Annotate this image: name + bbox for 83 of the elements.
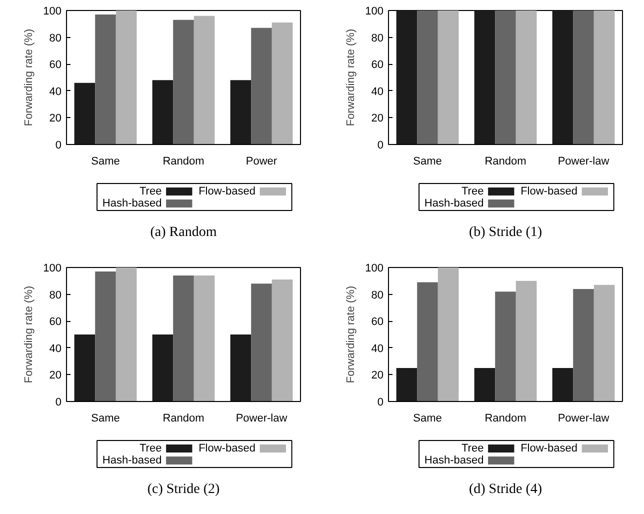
bar [573,288,594,402]
legend-label: Tree [139,186,162,198]
y-tick-label: 20 [49,112,62,125]
y-tick-label: 100 [365,6,384,18]
legend-label: Tree [139,442,162,454]
x-tick-label: Random [484,412,526,424]
y-tick-label: 20 [371,370,384,382]
x-tick-label: Power-law [558,156,610,168]
bar [152,80,174,144]
legend-label: Flow-based [520,442,578,454]
y-tick-label: 60 [371,59,384,72]
legend-label: Flow-based [198,442,256,454]
legend-label: Hash-based [424,198,484,210]
y-tick-label: 80 [49,289,62,302]
y-axis-title: Forwarding rate (%) [345,286,358,384]
y-tick-label: 60 [49,316,62,328]
bar [272,22,293,144]
legend-label: Tree [461,442,484,454]
bar [495,292,516,402]
text: (a) Random [150,225,217,240]
text: (d) Stride (4) [468,482,542,497]
bar [594,284,615,402]
y-tick-label: 0 [55,140,62,152]
y-tick-label: 80 [49,32,62,44]
legend-label: Flow-based [520,186,578,198]
text: (c) Stride (2) [147,482,220,497]
bar [230,334,252,402]
bar [173,276,194,402]
x-tick-label: Same [413,156,442,168]
bar [74,334,96,402]
bar [230,80,252,144]
y-tick-label: 80 [371,289,384,302]
y-tick-label: 100 [43,6,62,18]
bar [116,268,137,402]
bar [95,14,116,144]
bar [251,28,272,144]
y-tick-label: 40 [371,342,384,355]
x-tick-label: Power-law [558,412,610,424]
x-tick-label: Same [91,156,120,168]
x-tick-label: Random [162,156,204,168]
bar [173,20,194,144]
text: (b) Stride (1) [468,225,542,240]
y-tick-label: 0 [377,396,384,408]
legend-label: Hash-based [424,454,484,466]
x-tick-label: Same [413,412,442,424]
y-tick-label: 40 [371,86,384,98]
y-axis-title: Forwarding rate (%) [345,28,358,126]
bar [272,280,293,402]
bar [95,272,116,402]
bar [396,368,418,402]
y-tick-label: 0 [55,396,62,408]
y-tick-label: 100 [43,262,62,274]
legend-label: Hash-based [102,198,162,210]
x-tick-label: Power [246,156,278,168]
bar [516,280,537,402]
y-tick-label: 20 [371,112,384,125]
bar [438,268,459,402]
bar [417,282,438,402]
y-tick-label: 40 [49,342,62,355]
bar [552,368,574,402]
y-axis-title: Forwarding rate (%) [23,28,36,126]
y-axis-title: Forwarding rate (%) [23,286,36,384]
y-tick-label: 60 [371,316,384,328]
bar [116,10,137,144]
x-tick-label: Same [91,412,120,424]
legend-label: Tree [461,186,484,198]
bar [194,276,215,402]
x-tick-label: Power-law [236,412,288,424]
x-tick-label: Random [484,156,526,168]
bar [474,368,496,402]
y-tick-label: 100 [365,262,384,274]
y-tick-label: 60 [49,59,62,72]
legend-label: Hash-based [102,454,162,466]
bar [152,334,174,402]
legend-label: Flow-based [198,186,256,198]
bar [74,82,96,144]
y-tick-label: 20 [49,370,62,382]
bar [194,16,215,144]
x-tick-label: Random [162,412,204,424]
bar [251,284,272,402]
y-tick-label: 0 [377,140,384,152]
y-tick-label: 40 [49,86,62,98]
y-tick-label: 80 [371,32,384,44]
